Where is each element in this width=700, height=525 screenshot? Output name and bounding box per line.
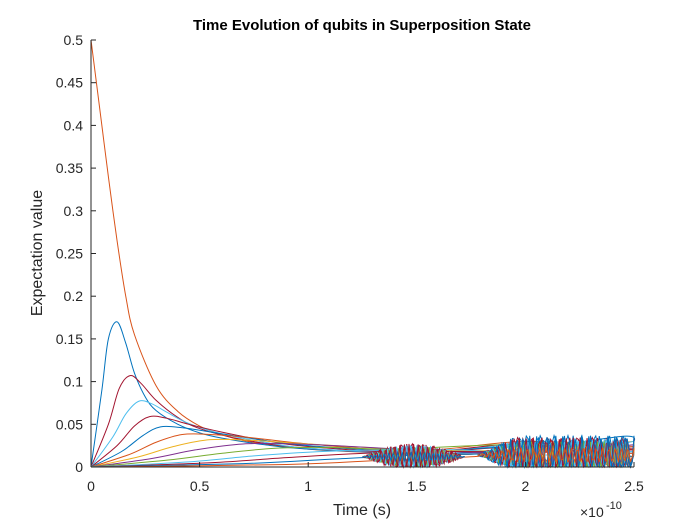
x-tick-label: 2.5 bbox=[624, 478, 644, 494]
y-tick-label: 0.5 bbox=[64, 32, 84, 48]
oscillation-line bbox=[477, 446, 635, 464]
series-line bbox=[90, 415, 635, 468]
x-exponent-power: -10 bbox=[606, 500, 622, 512]
oscillation-line bbox=[362, 450, 465, 463]
x-tick-label: 2 bbox=[522, 478, 530, 494]
y-tick-label: 0.1 bbox=[64, 374, 84, 390]
x-exponent-base: ×10 bbox=[580, 504, 604, 520]
y-tick-label: 0.35 bbox=[56, 160, 83, 176]
y-tick-label: 0.4 bbox=[64, 117, 84, 133]
y-tick-label: 0.45 bbox=[56, 75, 83, 91]
y-tick-label: 0.05 bbox=[56, 416, 83, 432]
x-ticks: 0 0.5 1 1.5 2 2.5 bbox=[87, 462, 644, 494]
series-line bbox=[90, 425, 635, 468]
x-tick-label: 1 bbox=[304, 478, 312, 494]
oscillation-line bbox=[477, 439, 635, 469]
oscillation-layer bbox=[362, 433, 635, 469]
chart-title: Time Evolution of qubits in Superpositio… bbox=[193, 17, 531, 34]
oscillation-line bbox=[362, 443, 465, 468]
x-tick-label: 0.5 bbox=[190, 478, 210, 494]
x-axis-label: Time (s) bbox=[333, 502, 391, 519]
plot-area: 0 0.5 1 1.5 2 2.5 00.050.10.150.20.250.30.350… bbox=[56, 32, 644, 494]
series-line bbox=[90, 433, 635, 468]
x-tick-label: 1.5 bbox=[407, 478, 427, 494]
y-tick-label: 0 bbox=[75, 459, 83, 475]
y-axis-label: Expectation value bbox=[29, 190, 46, 316]
oscillation-line bbox=[477, 435, 635, 468]
y-ticks: 0 0.05 0.1 0.15 0.2 0.25 0.3 0.35 0.4 0.45 0.5 bbox=[56, 32, 96, 475]
y-tick-label: 0.3 bbox=[64, 203, 84, 219]
x-tick-label: 0 bbox=[87, 478, 95, 494]
y-tick-label: 0.15 bbox=[56, 331, 83, 347]
series-line bbox=[90, 438, 635, 468]
y-tick-label: 0.25 bbox=[56, 246, 83, 262]
y-tick-label: 0.2 bbox=[64, 288, 84, 304]
axes-box bbox=[91, 40, 634, 467]
oscillation-line bbox=[477, 441, 635, 469]
x-exponent: ×10 -10 bbox=[580, 500, 622, 520]
